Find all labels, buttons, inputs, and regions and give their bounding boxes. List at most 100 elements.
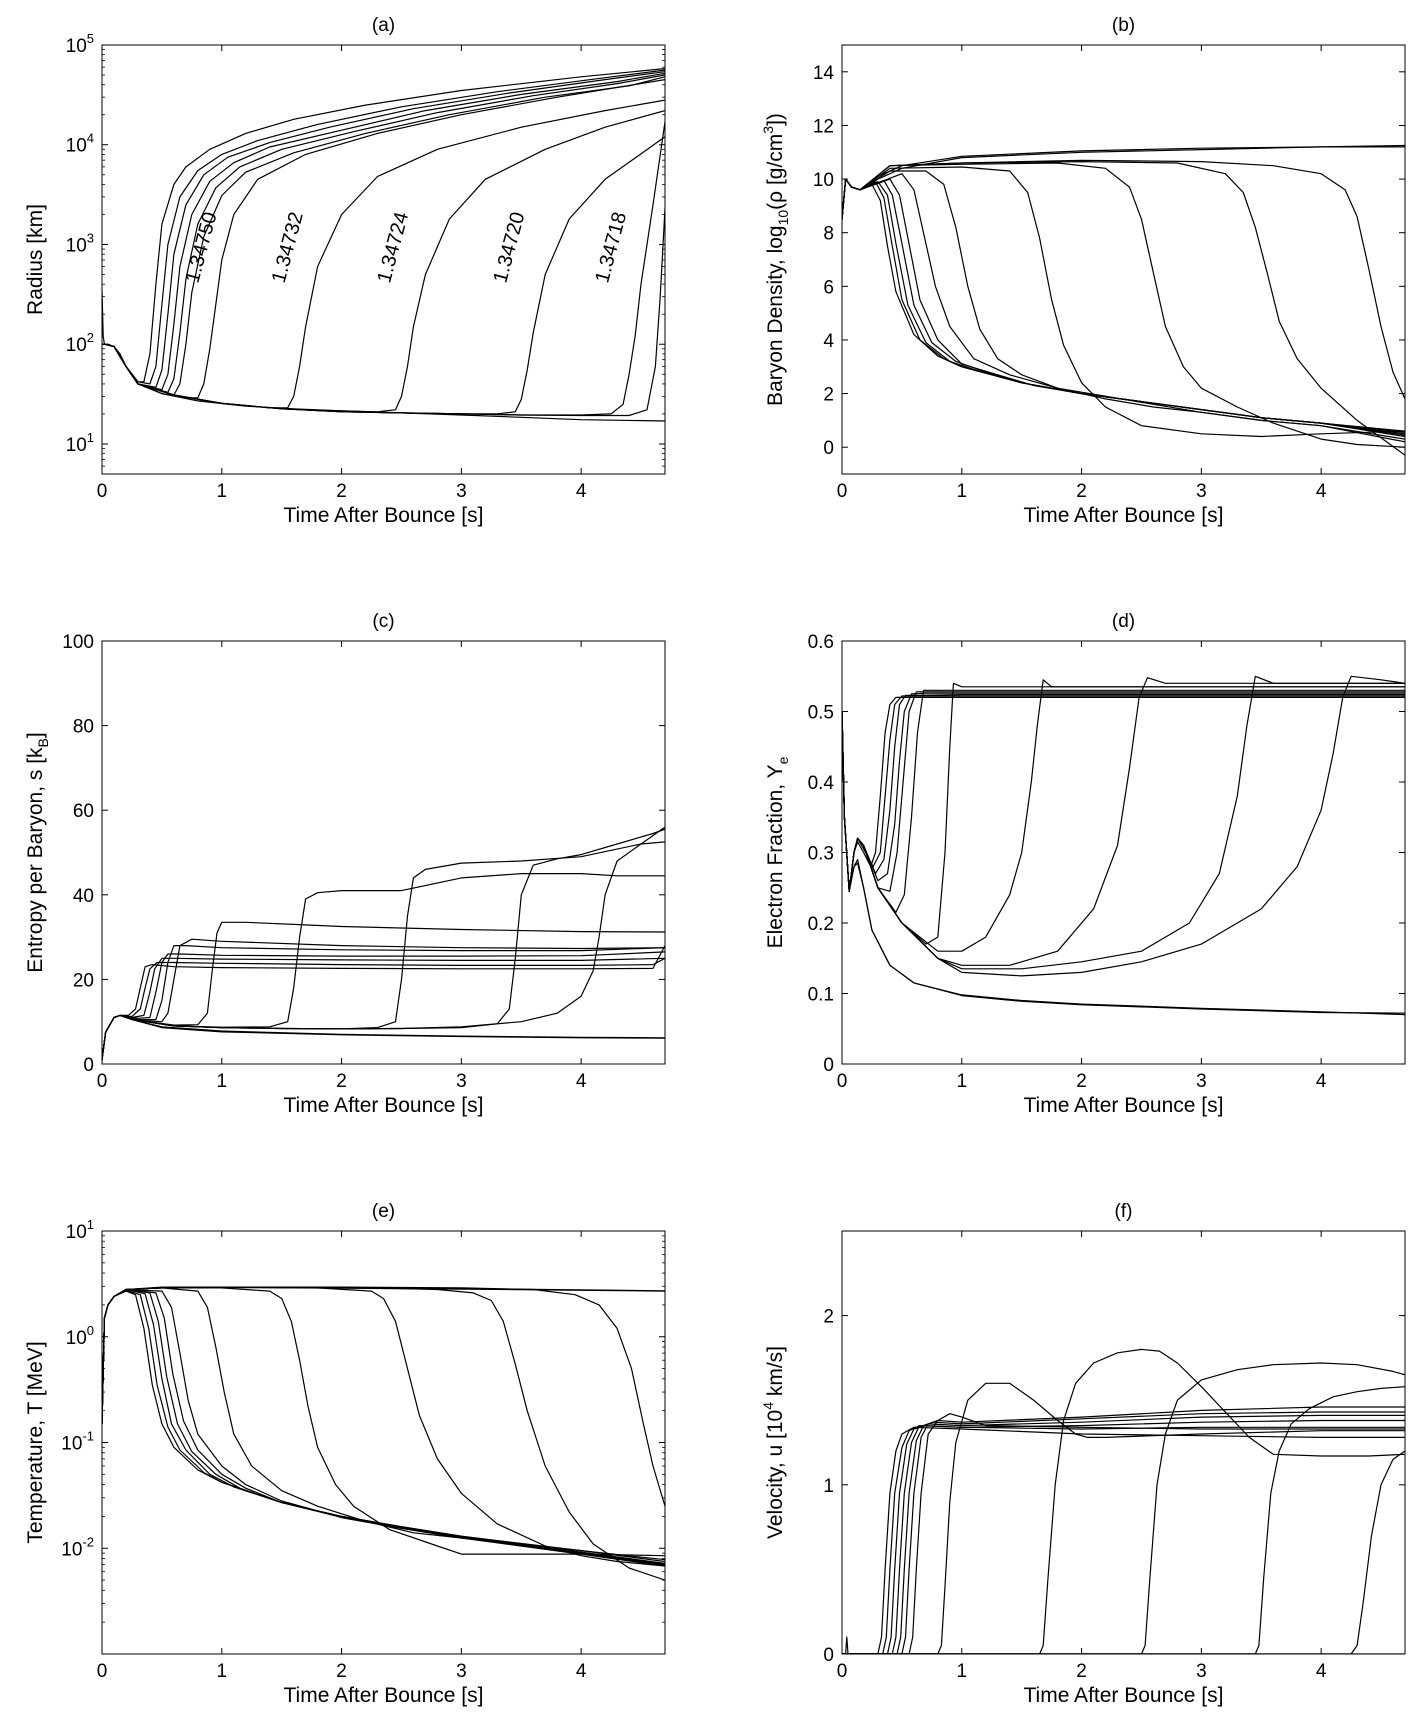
y-axis-label: Baryon Density, log10(ρ [g/cm3]) bbox=[760, 113, 791, 406]
y-tick-label: 102 bbox=[66, 330, 94, 356]
x-tick-label: 4 bbox=[1316, 1071, 1327, 1092]
x-axis-label: Time After Bounce [s] bbox=[284, 1684, 484, 1707]
series-line-11 bbox=[842, 677, 1405, 966]
axes-frame bbox=[101, 44, 666, 475]
x-tick-label: 1 bbox=[216, 1071, 227, 1092]
series-line-11 bbox=[842, 162, 1405, 448]
series-group bbox=[842, 144, 1405, 456]
x-tick-label: 2 bbox=[336, 1661, 347, 1682]
series-line-9 bbox=[842, 1382, 1405, 1654]
chart-title: (b) bbox=[1112, 15, 1135, 36]
series-line-11 bbox=[842, 1362, 1405, 1654]
series-line-5 bbox=[102, 957, 665, 1060]
series-line-5 bbox=[842, 1414, 1405, 1654]
series-line-1 bbox=[102, 289, 665, 422]
x-tick-label: 4 bbox=[1316, 1661, 1327, 1682]
y-tick-label: 0.6 bbox=[808, 632, 834, 653]
y-tick-label: 2 bbox=[823, 1307, 834, 1328]
y-tick-label: 0 bbox=[823, 438, 834, 459]
series-line-2 bbox=[102, 1286, 665, 1424]
y-tick-label: 2 bbox=[823, 385, 834, 406]
series-line-13 bbox=[842, 675, 1405, 977]
series-line-10 bbox=[102, 1287, 665, 1557]
y-tick-label: 101 bbox=[66, 1217, 94, 1243]
x-tick-label: 3 bbox=[456, 1071, 467, 1092]
series-line-5 bbox=[842, 693, 1405, 892]
axes-frame bbox=[841, 1230, 1406, 1655]
x-tick-label: 2 bbox=[1076, 1661, 1087, 1682]
series-line-8 bbox=[842, 689, 1405, 914]
series-line-8 bbox=[842, 173, 1405, 440]
y-tick-label: 0 bbox=[823, 1645, 834, 1666]
y-axis-label: Temperature, T [MeV] bbox=[24, 1341, 47, 1543]
x-tick-label: 4 bbox=[576, 481, 587, 502]
series-line-3 bbox=[842, 178, 1405, 432]
series-line-9 bbox=[102, 921, 665, 1060]
x-tick-label: 3 bbox=[1196, 1071, 1207, 1092]
x-axis-label: Time After Bounce [s] bbox=[284, 504, 484, 527]
chart-e: 0 1 2 3 4 10-2 10-1 100 101 (e) Time After Bounce … bbox=[24, 1201, 666, 1707]
curve-label: 1.34732 bbox=[268, 210, 308, 286]
x-tick-label: 3 bbox=[1196, 1661, 1207, 1682]
x-axis-label: Time After Bounce [s] bbox=[1024, 504, 1224, 527]
series-group bbox=[842, 1348, 1405, 1654]
x-tick-label: 4 bbox=[1316, 481, 1327, 502]
y-tick-label: 10 bbox=[813, 170, 834, 191]
series-line-9 bbox=[842, 682, 1405, 945]
series-line-13 bbox=[102, 826, 665, 1060]
series-line-13 bbox=[842, 159, 1405, 400]
y-tick-label: 40 bbox=[73, 886, 94, 907]
y-tick-label: 0 bbox=[83, 1055, 94, 1076]
x-tick-label: 0 bbox=[97, 1661, 108, 1682]
x-tick-label: 0 bbox=[97, 1071, 108, 1092]
series-line-4 bbox=[842, 178, 1405, 433]
series-line-1 bbox=[842, 1636, 1405, 1654]
y-tick-label: 101 bbox=[66, 430, 94, 456]
y-tick-label: 80 bbox=[73, 717, 94, 738]
chart-title: (e) bbox=[372, 1201, 395, 1222]
y-tick-label: 4 bbox=[823, 331, 834, 352]
series-line-4 bbox=[842, 695, 1405, 892]
y-tick-label: 0.5 bbox=[808, 703, 834, 724]
x-tick-label: 1 bbox=[956, 1661, 967, 1682]
y-tick-label: 20 bbox=[73, 970, 94, 991]
y-tick-label: 0.3 bbox=[808, 844, 834, 865]
x-tick-label: 0 bbox=[97, 481, 108, 502]
x-tick-label: 1 bbox=[956, 481, 967, 502]
series-line-9 bbox=[102, 1287, 665, 1561]
chart-f: 0 1 2 3 4 0 1 2 (f) Time After Bounce [s] Velocity… bbox=[760, 1201, 1406, 1707]
y-tick-label: 6 bbox=[823, 277, 834, 298]
series-line-7 bbox=[842, 178, 1405, 438]
series-line-5 bbox=[842, 178, 1405, 435]
y-tick-label: 14 bbox=[813, 63, 835, 84]
series-line-9 bbox=[842, 170, 1405, 443]
x-tick-label: 0 bbox=[837, 481, 848, 502]
x-tick-label: 1 bbox=[216, 481, 227, 502]
series-line-1 bbox=[842, 711, 1405, 1016]
series-line-7 bbox=[842, 1406, 1405, 1654]
y-tick-label: 105 bbox=[66, 31, 94, 57]
y-tick-label: 10-1 bbox=[61, 1429, 94, 1455]
x-tick-label: 2 bbox=[336, 1071, 347, 1092]
axes-frame bbox=[101, 640, 666, 1065]
chart-a: 0 1 2 3 4 101 102 103 104 105 (a) Time After Bounce… bbox=[24, 15, 666, 527]
x-tick-label: 0 bbox=[837, 1071, 848, 1092]
series-line-13 bbox=[842, 1450, 1405, 1654]
series-line-12 bbox=[842, 161, 1405, 456]
y-tick-label: 0.4 bbox=[808, 773, 835, 794]
series-group bbox=[102, 1286, 665, 1581]
series-line-12 bbox=[842, 675, 1405, 970]
series-line-7 bbox=[842, 691, 1405, 892]
y-tick-label: 8 bbox=[823, 224, 834, 245]
series-line-4 bbox=[842, 1419, 1405, 1654]
y-tick-label: 100 bbox=[62, 632, 94, 653]
series-line-13 bbox=[102, 208, 665, 417]
series-line-10 bbox=[842, 1348, 1405, 1654]
y-axis-label: Electron Fraction, Ye bbox=[764, 756, 791, 948]
curve-label: 1.34720 bbox=[489, 210, 529, 286]
series-line-13 bbox=[102, 1286, 665, 1507]
y-tick-label: 0 bbox=[823, 1055, 834, 1076]
series-line-12 bbox=[842, 1386, 1405, 1654]
